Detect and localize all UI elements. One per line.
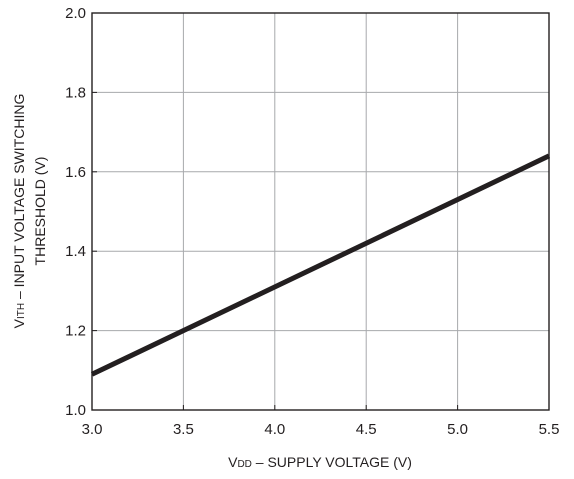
x-tick-label: 4.0 bbox=[264, 421, 285, 438]
x-tick-label: 4.5 bbox=[356, 421, 377, 438]
y-tick-labels: 1.0 1.2 1.4 1.6 1.8 2.0 bbox=[65, 5, 86, 419]
grid bbox=[91, 12, 550, 411]
y-axis-label-subscript: ITH bbox=[16, 303, 27, 319]
series-layer bbox=[90, 153, 551, 377]
x-tick-labels: 3.0 3.5 4.0 4.5 5.0 5.5 bbox=[82, 421, 560, 438]
y-axis-label-line-2: THRESHOLD (V) bbox=[32, 157, 48, 266]
y-axis-label: VITH – INPUT VOLTAGE SWITCHING THRESHOLD… bbox=[11, 94, 48, 329]
plot-frame bbox=[91, 12, 550, 411]
y-tick-label: 1.6 bbox=[65, 164, 86, 181]
y-axis-label-line-1: VITH – INPUT VOLTAGE SWITCHING bbox=[11, 94, 27, 329]
x-tick-label: 5.5 bbox=[539, 421, 560, 438]
x-axis-label-subscript: DD bbox=[237, 459, 251, 470]
x-tick-label: 3.5 bbox=[173, 421, 194, 438]
y-axis-label-text: – INPUT VOLTAGE SWITCHING bbox=[11, 94, 27, 303]
y-tick-label: 1.0 bbox=[65, 402, 86, 419]
y-tick-label: 2.0 bbox=[65, 5, 86, 22]
x-axis-label-symbol: V bbox=[228, 454, 238, 470]
y-tick-label: 1.4 bbox=[65, 243, 86, 260]
x-tick-label: 3.0 bbox=[82, 421, 103, 438]
plot-background bbox=[92, 13, 549, 410]
x-tick-label: 5.0 bbox=[447, 421, 468, 438]
series-line bbox=[90, 153, 551, 377]
y-axis-label-symbol: V bbox=[11, 318, 27, 328]
x-axis-label: VDD – SUPPLY VOLTAGE (V) bbox=[228, 454, 412, 470]
y-tick-label: 1.2 bbox=[65, 323, 86, 340]
x-axis-label-text: – SUPPLY VOLTAGE (V) bbox=[252, 454, 412, 470]
y-tick-label: 1.8 bbox=[65, 84, 86, 101]
